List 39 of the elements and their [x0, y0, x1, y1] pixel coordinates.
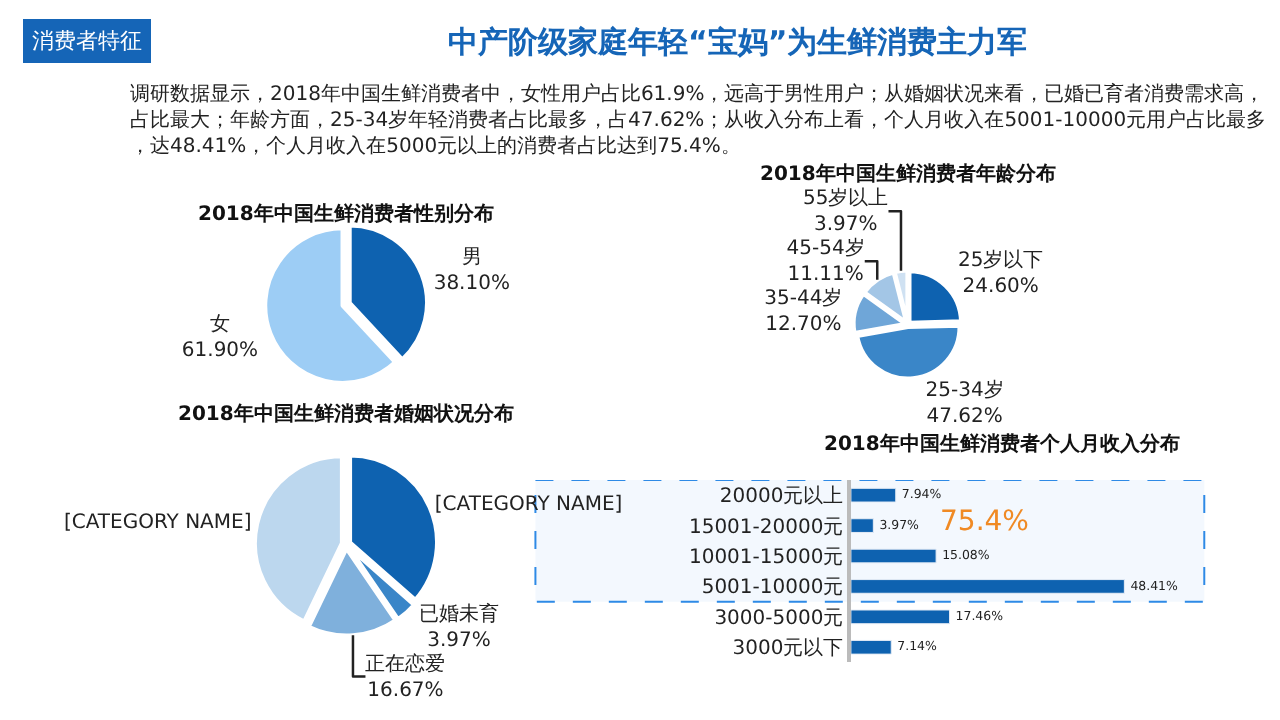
y-tick-label: 20000元以上 [719, 484, 844, 509]
data-label: 47.62% [926, 406, 1003, 429]
text: 消费者特征 [32, 28, 142, 54]
data-label: 3.97% [813, 214, 878, 237]
band-label: 75.4% [940, 506, 1029, 538]
slice-label: 男 [461, 247, 482, 270]
bar [850, 639, 892, 655]
y-tick-label: 5001-10000元 [701, 577, 844, 600]
data-label: 61.90% [181, 340, 259, 363]
y-tick-label: 3000-5000元 [714, 607, 844, 630]
slice-label: 正在恋爱 [365, 651, 446, 676]
data-label: 12.70% [765, 314, 842, 337]
chart-title: 2018年中国生鲜消费者性别分布 [198, 202, 494, 226]
data-label: 16.67% [367, 679, 444, 702]
data-label: 3.97% [427, 629, 491, 652]
slice-label: 25岁以下 [957, 247, 1044, 272]
slice-label: 45-54岁 [786, 236, 865, 261]
slice-label: 女 [209, 312, 230, 337]
text: 中产阶级家庭年轻“宝妈”为生鲜消费主力军 [448, 24, 1028, 60]
slice-label: 35-44岁 [764, 286, 843, 311]
bar [850, 609, 951, 625]
bar [850, 579, 1125, 594]
slice-label: 25-34岁 [925, 378, 1004, 403]
slice-label: [CATEGORY NAME] [63, 512, 252, 535]
text: 调研数据显示，2018年中国生鲜消费者中，女性用户占比61.9%，远高于男性用户；从婚姻状况来看，已婚已育者消费需求高，占比最大；年龄方面，25-34岁年轻消费者占比最多，占47.62%；从收入分布上看，个人月收入在5001-10000元用户占比最多，达48.41%，个人月收入在5000元以上的消费者占比达到75.4%。 [130, 82, 1267, 158]
y-tick-label: 15001-20000元 [688, 516, 844, 539]
chart-title: 2018年中国生鲜消费者年龄分布 [760, 162, 1056, 186]
y-tick-label: 3000元以下 [732, 636, 844, 661]
bar [850, 548, 937, 564]
bar [850, 518, 874, 533]
bar [850, 487, 897, 503]
slice-label: 55岁以上 [803, 186, 889, 211]
y-tick-label: 10001-15000元 [688, 547, 844, 570]
data-label: 24.60% [962, 275, 1039, 298]
chart-title: 2018年中国生鲜消费者婚姻状况分布 [178, 402, 514, 426]
slice-label: 已婚未育 [419, 601, 500, 626]
data-label: 38.10% [433, 273, 510, 296]
chart-title: 2018年中国生鲜消费者个人月收入分布 [824, 432, 1180, 456]
data-label: 11.11% [787, 264, 864, 287]
